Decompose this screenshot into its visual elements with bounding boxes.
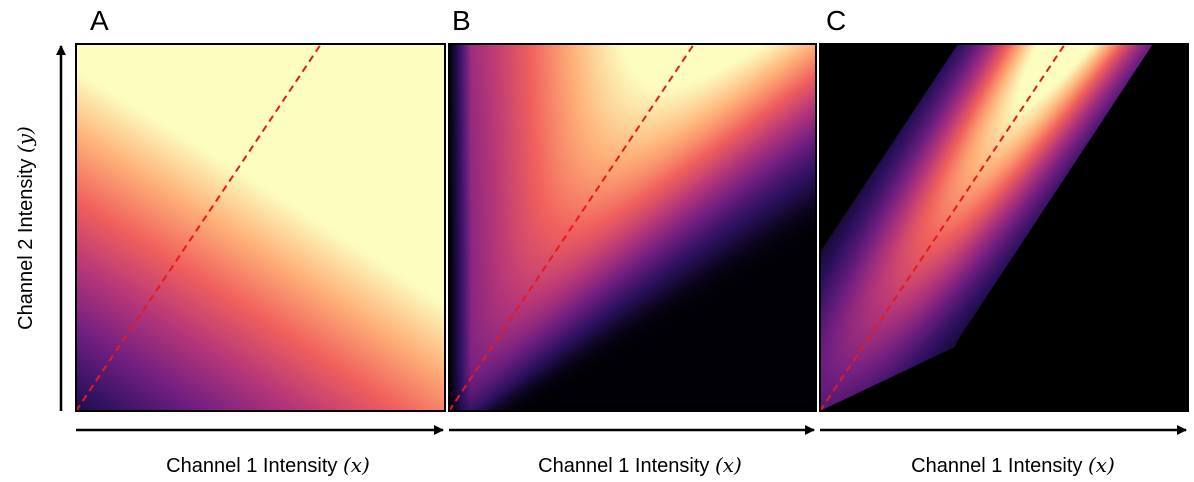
frame-a (75, 43, 446, 412)
heatmap-image-b (449, 44, 816, 411)
diagonal-line-b (449, 44, 695, 411)
panel-letter-c: C (826, 5, 846, 36)
x-axis-label-b: Channel 1 Intensity (x) (538, 453, 742, 477)
heatmap-image-a (76, 44, 445, 411)
x-axis-label-a: Channel 1 Intensity (x) (166, 453, 370, 477)
y-axis-label: Channel 2 Intensity (y) (13, 126, 37, 330)
diagonal-line-a (76, 44, 322, 411)
x-axis-label-c: Channel 1 Intensity (x) (911, 453, 1115, 477)
heatmap-panel-c (820, 44, 1188, 411)
heatmap-panel-a (76, 44, 445, 411)
frame-b (448, 43, 817, 412)
diagonal-line-c (820, 44, 1066, 411)
panel-letter-a: A (90, 5, 109, 36)
heatmap-panel-b (449, 44, 816, 411)
panel-letter-b: B (452, 5, 471, 36)
frame-c (819, 43, 1189, 412)
